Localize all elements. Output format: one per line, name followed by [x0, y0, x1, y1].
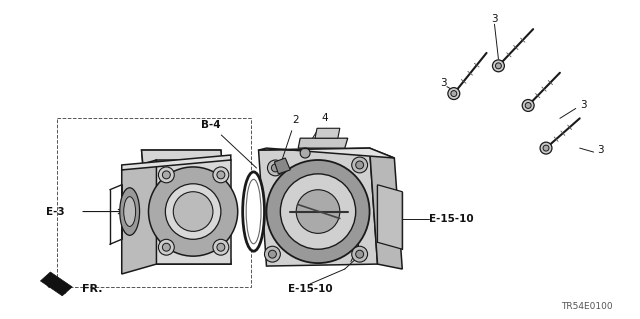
Circle shape — [356, 250, 364, 258]
Polygon shape — [275, 158, 291, 174]
Circle shape — [495, 63, 501, 69]
Ellipse shape — [120, 188, 140, 235]
Circle shape — [540, 142, 552, 154]
Polygon shape — [156, 160, 231, 264]
Circle shape — [163, 171, 170, 179]
Polygon shape — [298, 138, 348, 148]
Polygon shape — [141, 150, 231, 264]
Circle shape — [217, 171, 225, 179]
Text: 3: 3 — [440, 78, 447, 88]
Polygon shape — [259, 148, 378, 266]
Circle shape — [356, 161, 364, 169]
Polygon shape — [141, 150, 231, 264]
Circle shape — [266, 160, 369, 263]
Circle shape — [217, 243, 225, 251]
Polygon shape — [259, 148, 394, 158]
Circle shape — [165, 184, 221, 239]
Circle shape — [448, 88, 460, 100]
Circle shape — [213, 167, 229, 183]
Circle shape — [280, 174, 356, 249]
Ellipse shape — [246, 179, 261, 244]
Polygon shape — [369, 148, 403, 269]
Circle shape — [352, 157, 367, 173]
Circle shape — [451, 91, 457, 97]
Circle shape — [543, 145, 549, 151]
Ellipse shape — [124, 197, 136, 226]
Text: E-15-10: E-15-10 — [429, 214, 474, 225]
Circle shape — [159, 239, 174, 255]
Circle shape — [525, 102, 531, 108]
Text: 2: 2 — [281, 115, 298, 162]
FancyArrowPatch shape — [45, 280, 65, 292]
Polygon shape — [40, 272, 72, 296]
Circle shape — [522, 100, 534, 111]
Polygon shape — [122, 155, 231, 170]
Circle shape — [271, 164, 279, 172]
Circle shape — [296, 190, 340, 234]
Ellipse shape — [243, 172, 264, 251]
Text: 4: 4 — [307, 113, 328, 148]
Text: TR54E0100: TR54E0100 — [561, 302, 612, 311]
Text: FR.: FR. — [82, 284, 102, 294]
Circle shape — [300, 148, 310, 158]
Text: B-4: B-4 — [201, 120, 257, 168]
Polygon shape — [315, 128, 340, 138]
Polygon shape — [122, 160, 156, 274]
Text: 3: 3 — [491, 14, 498, 24]
Circle shape — [159, 167, 174, 183]
Circle shape — [213, 239, 229, 255]
Circle shape — [268, 160, 284, 176]
Text: E-15-10: E-15-10 — [288, 284, 332, 294]
Polygon shape — [378, 185, 403, 249]
Circle shape — [352, 246, 367, 262]
Circle shape — [163, 243, 170, 251]
Text: 3: 3 — [598, 145, 604, 155]
Text: E-3: E-3 — [45, 206, 64, 217]
Text: 1: 1 — [351, 242, 361, 262]
Circle shape — [264, 246, 280, 262]
Bar — [58, 118, 251, 287]
Circle shape — [268, 250, 276, 258]
Circle shape — [493, 60, 504, 72]
Text: 3: 3 — [580, 100, 586, 110]
Circle shape — [148, 167, 237, 256]
Circle shape — [173, 192, 213, 231]
